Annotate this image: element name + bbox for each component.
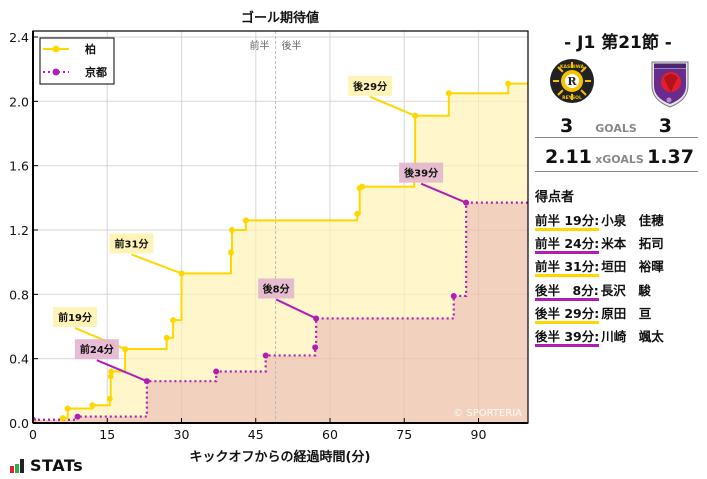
scorer-time: 前半 24分: <box>535 236 600 255</box>
series-areas <box>33 83 528 423</box>
scorer-time: 前半 31分: <box>535 259 600 278</box>
data-point <box>213 368 220 375</box>
data-point <box>242 217 249 224</box>
goal-annotation: 前24分 <box>74 339 148 383</box>
scorer-time: 前半 19分: <box>535 213 600 231</box>
annotation-label: 前24分 <box>80 343 114 356</box>
legend-home-marker-icon <box>52 45 60 53</box>
scorer-item: 前半 31分: 垣田 裕暉 <box>535 256 664 278</box>
round-title: - J1 第21節 - <box>564 33 672 53</box>
away-xg: 1.37 <box>647 146 694 168</box>
y-tick-label: 0.0 <box>9 416 29 431</box>
data-point <box>228 249 234 256</box>
data-point <box>163 334 170 341</box>
data-point <box>445 90 452 97</box>
scorer-name: 米本 拓司 <box>601 236 664 252</box>
goals-row: 3 GOALS 3 <box>535 115 698 138</box>
scorer-item: 後半 39分: 川崎 颯太 <box>535 326 664 347</box>
scorer-time: 後半 29分: <box>535 306 600 324</box>
svg-text:REYSOL: REYSOL <box>562 95 582 101</box>
data-point <box>89 402 96 409</box>
stats-logo: STATs <box>10 456 83 475</box>
data-point <box>354 210 361 217</box>
data-point <box>59 415 66 422</box>
x-tick-label: 15 <box>99 427 115 442</box>
data-point <box>106 395 113 402</box>
chart-title: ゴール期待値 <box>241 10 319 26</box>
scorer-name: 川崎 颯太 <box>601 329 664 344</box>
stats-bars-icon <box>10 458 25 473</box>
kashiwa-crest-icon: R KASHIWA REYSOL <box>550 59 594 103</box>
x-tick-label: 60 <box>322 427 338 442</box>
scorer-name: 小泉 佳穂 <box>601 213 664 228</box>
home-goals: 3 <box>560 115 574 137</box>
data-point <box>107 373 114 380</box>
axes: 0.0 0.4 0.8 1.2 1.6 2.0 2.4 0 15 30 45 60 75 90 <box>9 30 529 442</box>
x-tick-label: 90 <box>471 427 487 442</box>
scorer-name: 原田 亘 <box>601 305 652 321</box>
svg-text:R: R <box>567 75 577 88</box>
svg-text:KASHIWA: KASHIWA <box>560 64 584 70</box>
y-tick-label: 1.6 <box>9 159 29 174</box>
xgoals-label: xGOALS <box>595 153 644 166</box>
x-tick-label: 75 <box>396 427 412 442</box>
goal-annotation: 後39分 <box>399 162 467 204</box>
annotation-label: 前31分 <box>115 237 149 250</box>
data-point <box>450 292 457 299</box>
x-axis-label: キックオフからの経過時間(分) <box>190 449 371 465</box>
away-goals: 3 <box>658 115 672 137</box>
data-point <box>108 368 115 375</box>
data-point <box>312 344 319 351</box>
annotation-label: 後39分 <box>404 167 438 180</box>
legend-away-label: 京都 <box>85 65 107 79</box>
xgoals-row: 2.11 xGOALS 1.37 <box>535 146 698 172</box>
annotation-label: 後29分 <box>353 80 387 93</box>
goal-annotation: 前19分 <box>53 307 126 350</box>
x-tick-label: 45 <box>248 427 264 442</box>
goal-annotation: 後8分 <box>258 278 317 320</box>
legend-away-marker-icon <box>52 68 60 76</box>
goals-label: GOALS <box>595 122 637 135</box>
data-point <box>228 227 235 233</box>
scorer-name: 長沢 駿 <box>600 282 651 298</box>
data-point <box>74 413 81 420</box>
y-tick-label: 0.4 <box>9 352 29 367</box>
scorer-time: 後半 8分: <box>535 283 599 301</box>
scorer-name: 垣田 裕暉 <box>601 259 664 275</box>
scorer-item: 前半 24分: 米本 拓司 <box>535 233 664 255</box>
kyoto-crest-icon <box>651 61 689 108</box>
goal-annotation: 前31分 <box>109 233 182 275</box>
scorer-item: 後半 29分: 原田 亘 <box>535 303 651 324</box>
annotation-label: 後8分 <box>263 282 290 295</box>
legend-home-label: 柏 <box>85 42 96 56</box>
watermark: © SPORTERIA <box>453 408 522 419</box>
y-tick-label: 0.8 <box>9 287 29 302</box>
data-point <box>262 352 269 359</box>
home-xg: 2.11 <box>545 146 592 168</box>
x-tick-label: 0 <box>29 427 37 442</box>
scorer-time: 後半 39分: <box>535 329 600 347</box>
scorers-title: 得点者 <box>535 190 575 205</box>
second-half-label: 後半 <box>282 39 302 52</box>
data-point <box>505 80 512 87</box>
data-point <box>359 183 366 190</box>
first-half-label: 前半 <box>250 39 270 52</box>
legend: 柏京都 <box>39 37 115 85</box>
data-point <box>64 405 71 412</box>
y-tick-label: 2.0 <box>9 94 29 109</box>
y-tick-label: 2.4 <box>9 30 29 45</box>
annotation-label: 前19分 <box>58 311 92 324</box>
scorer-item: 後半 8分: 長沢 駿 <box>535 280 651 301</box>
data-point <box>170 317 177 324</box>
x-tick-label: 30 <box>174 427 190 442</box>
area-1 <box>33 202 528 423</box>
scorer-item: 前半 19分: 小泉 佳穂 <box>535 210 664 231</box>
goal-annotation: 後29分 <box>348 75 416 117</box>
y-tick-label: 1.2 <box>9 223 29 238</box>
stats-logo-text: STATs <box>30 456 84 475</box>
